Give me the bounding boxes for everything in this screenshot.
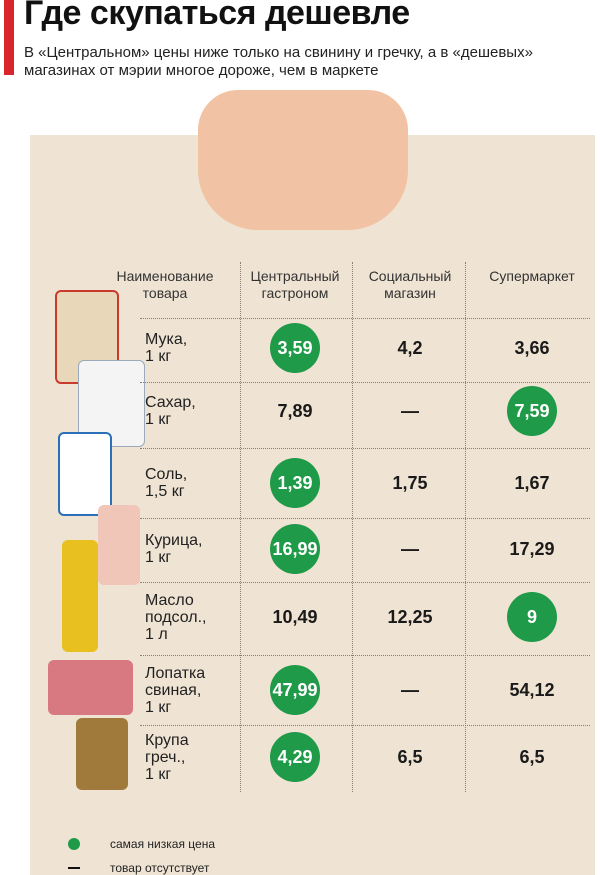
hand <box>198 90 408 230</box>
lowest-price: 16,99 <box>270 524 320 574</box>
column-header: Центральный гастроном <box>250 268 340 301</box>
price: 54,12 <box>509 680 555 700</box>
price: — <box>401 401 419 421</box>
price: 6,5 <box>397 747 423 767</box>
grid-line <box>352 262 353 792</box>
product-name: Мука, 1 кг <box>145 331 188 365</box>
oil-image <box>62 540 98 652</box>
legend-dot <box>68 838 80 850</box>
lowest-price: 47,99 <box>270 665 320 715</box>
subtitle: В «Центральном» цены ниже только на свин… <box>24 44 533 79</box>
price: 1,67 <box>514 473 550 493</box>
price: 4,2 <box>397 338 423 358</box>
price: — <box>401 680 419 700</box>
legend-dash <box>68 867 80 869</box>
lowest-price: 3,59 <box>270 323 320 373</box>
grid-line <box>140 582 590 583</box>
grid-line <box>140 318 590 319</box>
lowest-price: 7,59 <box>507 386 557 436</box>
price: 17,29 <box>509 539 555 559</box>
legend-lowest: самая низкая цена <box>110 837 215 851</box>
title-accent <box>4 0 14 75</box>
chicken-image <box>98 505 140 585</box>
price: 3,66 <box>514 338 550 358</box>
price: 1,75 <box>392 473 428 493</box>
lowest-price: 9 <box>507 592 557 642</box>
product-name: Лопатка свиная, 1 кг <box>145 664 206 716</box>
column-header: Социальный магазин <box>368 268 452 301</box>
lowest-price: 1,39 <box>270 458 320 508</box>
product-name: Курица, 1 кг <box>145 532 203 566</box>
price: 10,49 <box>272 607 318 627</box>
salt-image <box>58 432 112 516</box>
legend-missing: товар отсутствует <box>110 861 210 875</box>
price: 7,89 <box>277 401 313 421</box>
product-name: Масло подсол., 1 л <box>145 591 207 643</box>
lowest-price: 4,29 <box>270 732 320 782</box>
product-name: Соль, 1,5 кг <box>145 466 188 500</box>
grid-line <box>465 262 466 792</box>
title: Где скупаться дешевле <box>24 0 410 32</box>
column-header: Супермаркет <box>489 268 575 284</box>
column-header: Наименование товара <box>116 268 214 301</box>
product-name: Крупа греч., 1 кг <box>145 731 189 783</box>
price: 12,25 <box>387 607 433 627</box>
price: 6,5 <box>519 747 545 767</box>
grid-line <box>240 262 241 792</box>
product-name: Сахар, 1 кг <box>145 394 196 428</box>
grid-line <box>140 725 590 726</box>
buckwheat-image <box>76 718 128 790</box>
pork-image <box>48 660 133 715</box>
price: — <box>401 539 419 559</box>
grid-line <box>140 518 590 519</box>
grid-line <box>140 382 590 383</box>
grid-line <box>140 448 590 449</box>
grid-line <box>140 655 590 656</box>
